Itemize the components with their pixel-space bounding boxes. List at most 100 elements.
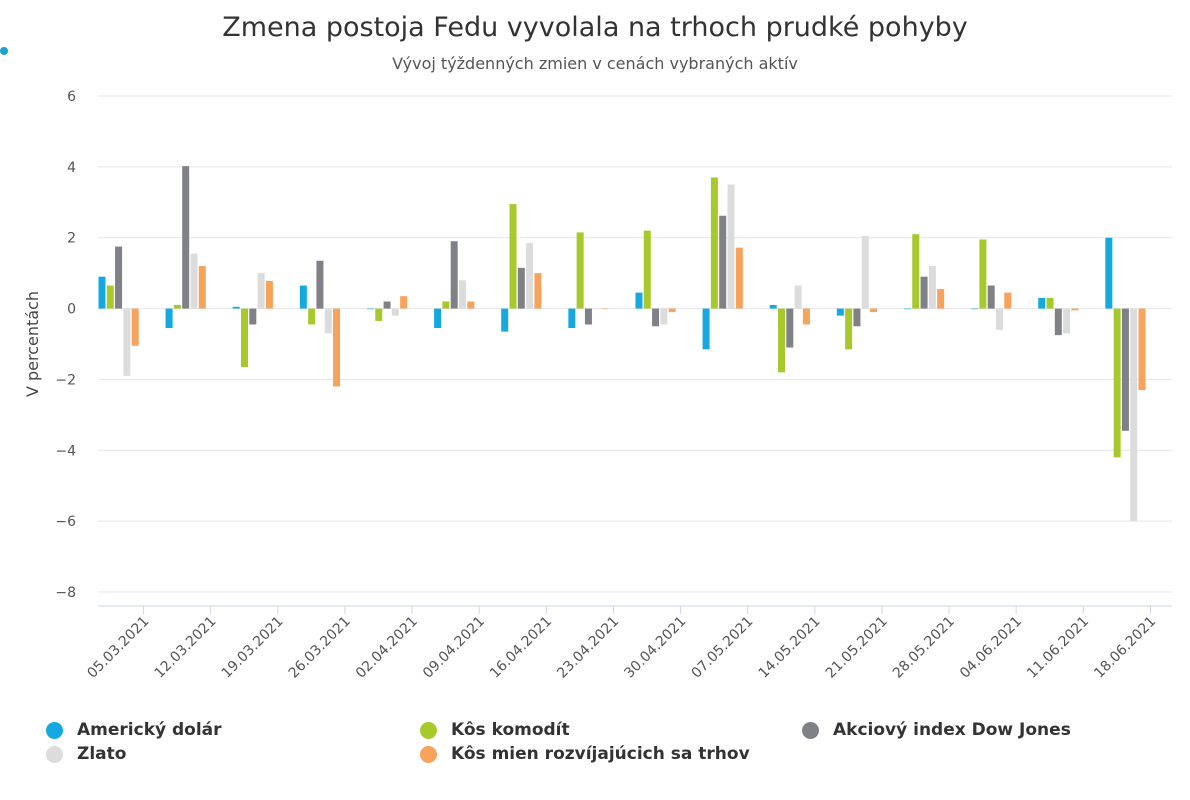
bar bbox=[1113, 308, 1121, 458]
bar bbox=[652, 308, 660, 327]
bar bbox=[400, 296, 408, 309]
bar bbox=[836, 308, 844, 316]
y-tick-label: 4 bbox=[67, 160, 76, 176]
x-tick-label: 11.06.2021 bbox=[1024, 614, 1092, 682]
bar bbox=[517, 267, 525, 309]
bar bbox=[584, 308, 592, 325]
bar bbox=[257, 273, 265, 309]
bar bbox=[383, 301, 391, 309]
chart-subtitle: Vývoj týždenných zmien v cenách vybranýc… bbox=[392, 54, 798, 73]
bar bbox=[1004, 292, 1012, 309]
x-tick-label: 02.04.2021 bbox=[353, 614, 421, 682]
bar bbox=[98, 276, 106, 309]
bar bbox=[232, 306, 240, 309]
legend-label: Kôs mien rozvíjajúcich sa trhov bbox=[451, 744, 750, 764]
legend-swatch bbox=[46, 721, 63, 739]
bar bbox=[735, 247, 743, 309]
legend-item[interactable]: Akciový index Dow Jones bbox=[802, 720, 1071, 740]
bar bbox=[458, 280, 466, 309]
legend-item[interactable]: Americký dolár bbox=[46, 720, 222, 740]
bar bbox=[568, 308, 576, 329]
bar bbox=[635, 292, 643, 309]
bar bbox=[786, 308, 794, 348]
bar bbox=[576, 232, 584, 309]
y-axis-label: V percentách bbox=[23, 291, 42, 397]
bar bbox=[1063, 308, 1071, 334]
x-tick-label: 18.06.2021 bbox=[1091, 614, 1159, 682]
x-tick-label: 07.05.2021 bbox=[689, 614, 757, 682]
bar bbox=[1071, 308, 1079, 311]
legend-item[interactable]: Kôs mien rozvíjajúcich sa trhov bbox=[420, 744, 750, 764]
bar bbox=[1105, 237, 1113, 309]
bar bbox=[601, 308, 609, 310]
bar bbox=[912, 234, 920, 309]
bar bbox=[660, 308, 668, 325]
bar bbox=[190, 253, 198, 309]
x-tick-label: 09.04.2021 bbox=[420, 614, 488, 682]
legend-item[interactable]: Kôs komodít bbox=[420, 720, 570, 740]
legend-label: Americký dolár bbox=[77, 720, 222, 740]
x-tick-label: 16.04.2021 bbox=[487, 614, 555, 682]
legend: Americký dolár Kôs komodít Akciový index D… bbox=[46, 718, 1166, 778]
bar bbox=[1046, 297, 1054, 309]
bar bbox=[534, 273, 542, 309]
bar bbox=[903, 308, 911, 310]
bar bbox=[249, 308, 257, 325]
bar bbox=[778, 308, 786, 373]
bar bbox=[794, 285, 802, 309]
x-tick-label: 28.05.2021 bbox=[890, 614, 958, 682]
legend-item[interactable]: Zlato bbox=[46, 744, 126, 764]
bar bbox=[434, 308, 442, 329]
y-tick-label: −6 bbox=[55, 514, 76, 530]
x-tick-label: 26.03.2021 bbox=[286, 614, 354, 682]
legend-label: Zlato bbox=[77, 744, 127, 764]
bar bbox=[198, 266, 206, 309]
bar bbox=[308, 308, 316, 325]
bar bbox=[719, 215, 727, 309]
bar bbox=[769, 305, 777, 309]
bar bbox=[643, 230, 651, 309]
bar bbox=[299, 285, 307, 309]
bar bbox=[1130, 308, 1138, 522]
bar bbox=[987, 285, 995, 309]
legend-swatch bbox=[420, 745, 437, 763]
x-tick-label: 05.03.2021 bbox=[84, 614, 152, 682]
bar bbox=[115, 246, 123, 309]
y-tick-label: −8 bbox=[55, 585, 76, 601]
bar bbox=[182, 166, 190, 309]
x-tick-label: 30.04.2021 bbox=[621, 614, 689, 682]
bar bbox=[870, 308, 878, 313]
legend-label: Kôs komodít bbox=[451, 720, 570, 740]
bar bbox=[702, 308, 710, 350]
bar bbox=[391, 308, 399, 316]
decorative-dot bbox=[0, 47, 8, 55]
bar bbox=[928, 266, 936, 309]
bar bbox=[526, 243, 534, 309]
y-tick-label: 6 bbox=[67, 89, 76, 105]
y-tick-label: −4 bbox=[55, 443, 76, 459]
bar bbox=[1138, 308, 1146, 391]
bar bbox=[173, 305, 181, 309]
x-tick-label: 04.06.2021 bbox=[957, 614, 1025, 682]
bar bbox=[727, 184, 735, 309]
x-tick-label: 12.03.2021 bbox=[152, 614, 220, 682]
bar bbox=[333, 308, 341, 387]
x-tick-label: 14.05.2021 bbox=[756, 614, 824, 682]
bar bbox=[501, 308, 509, 332]
legend-label: Akciový index Dow Jones bbox=[833, 720, 1071, 740]
y-tick-label: 2 bbox=[67, 231, 76, 247]
bar bbox=[802, 308, 810, 325]
bar bbox=[920, 276, 928, 309]
bar bbox=[1054, 308, 1062, 336]
bar bbox=[165, 308, 173, 329]
x-tick-label: 19.03.2021 bbox=[219, 614, 287, 682]
bar bbox=[593, 308, 601, 310]
bar bbox=[668, 308, 676, 313]
y-tick-label: −2 bbox=[55, 372, 76, 388]
bar bbox=[861, 235, 869, 309]
bar bbox=[241, 308, 249, 368]
bar bbox=[845, 308, 853, 350]
bar bbox=[1121, 308, 1129, 431]
x-tick-label: 21.05.2021 bbox=[823, 614, 891, 682]
bar bbox=[123, 308, 131, 376]
